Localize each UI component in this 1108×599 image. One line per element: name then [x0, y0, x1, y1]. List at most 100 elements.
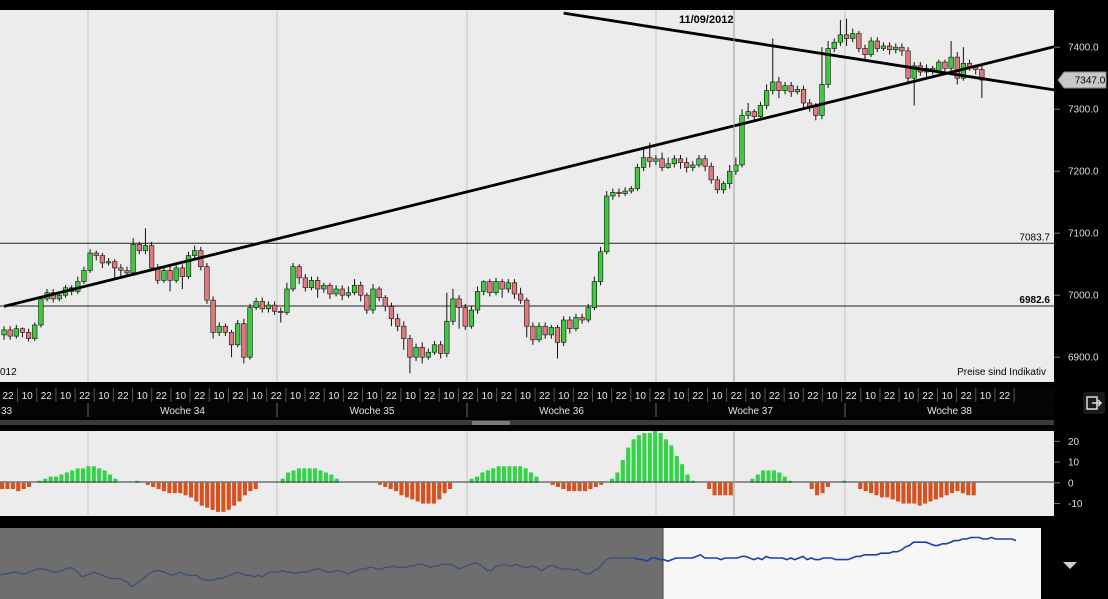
- oscillator-bar: [966, 482, 971, 496]
- hour-tick-label: 10: [367, 391, 379, 402]
- candle: [364, 292, 370, 314]
- oscillator-bar: [939, 482, 944, 498]
- hour-tick-label: 10: [405, 391, 417, 402]
- oscillator-bar: [210, 482, 215, 510]
- oscillator-bar: [383, 482, 388, 487]
- candle: [456, 295, 462, 329]
- oscillator-bar: [183, 482, 188, 496]
- navigator-visible-window[interactable]: [663, 528, 1041, 599]
- oscillator-bar: [647, 433, 652, 483]
- candle: [185, 251, 192, 280]
- candle: [401, 321, 407, 350]
- oscillator-bar: [933, 482, 938, 500]
- week-label: 33: [1, 406, 13, 417]
- panel-splitter[interactable]: [0, 420, 1054, 425]
- candle: [228, 329, 235, 358]
- oscillator-bar: [226, 482, 231, 510]
- candle: [899, 43, 905, 56]
- candle: [942, 59, 948, 72]
- candle: [665, 157, 671, 169]
- candle: [954, 52, 960, 85]
- hour-tick-label: 10: [903, 391, 915, 402]
- oscillator-bar: [631, 439, 636, 483]
- hour-tick-label: 22: [922, 391, 934, 402]
- oscillator-bar: [896, 482, 901, 502]
- oscillator-bar: [712, 482, 717, 496]
- hour-tick-label: 22: [79, 391, 91, 402]
- candle: [25, 328, 32, 342]
- oscillator-bar: [237, 482, 242, 502]
- candle: [782, 81, 788, 95]
- week-label: Woche 35: [350, 406, 395, 417]
- oscillator-bar: [421, 482, 426, 504]
- crosshair-date-label: 11/09/2012: [679, 14, 733, 26]
- oscillator-bar: [766, 470, 771, 483]
- oscillator-bar: [858, 482, 863, 490]
- oscillator-bar: [178, 482, 183, 494]
- price-tick-label: 7100.0: [1068, 229, 1099, 240]
- oscillator-bar: [86, 466, 91, 483]
- candle: [684, 157, 690, 173]
- candle: [271, 301, 278, 316]
- hour-tick-label: 10: [328, 391, 340, 402]
- oscillator-bar: [313, 468, 318, 483]
- candle: [880, 42, 887, 51]
- hour-tick-label: 10: [980, 391, 992, 402]
- candle: [259, 297, 265, 313]
- navigator[interactable]: [0, 528, 1041, 599]
- oscillator-bar: [280, 478, 285, 483]
- oscillator-tick-label: 10: [1068, 458, 1080, 469]
- candle: [579, 313, 585, 324]
- hour-tick-label: 22: [156, 391, 168, 402]
- candle: [671, 155, 677, 168]
- oscillator-bar: [723, 482, 728, 496]
- navigator-line-visible: [634, 536, 1017, 563]
- left-period-label: 012: [0, 367, 17, 378]
- oscillator-bar: [653, 431, 658, 483]
- candle: [235, 320, 241, 348]
- oscillator-bar: [318, 470, 323, 483]
- candle: [597, 246, 604, 286]
- candle: [358, 281, 364, 302]
- oscillator-bar: [194, 482, 199, 502]
- trendlines[interactable]: [3, 11, 1055, 308]
- candle: [788, 81, 794, 97]
- oscillator-bar: [286, 472, 291, 483]
- candle: [831, 38, 837, 53]
- reference-line-label: 7083.7: [1019, 232, 1050, 243]
- hour-tick-label: 10: [175, 391, 187, 402]
- oscillator-bar: [809, 482, 814, 490]
- candle: [708, 162, 714, 184]
- hour-tick-label: 22: [386, 391, 398, 402]
- candle: [850, 28, 856, 43]
- oscillator-bar: [599, 482, 604, 485]
- trendline[interactable]: [563, 11, 1055, 92]
- candle: [321, 282, 327, 293]
- oscillator-bar: [53, 476, 59, 483]
- oscillator-bar: [302, 468, 307, 483]
- oscillator-bar: [80, 468, 86, 483]
- oscillator-bar: [221, 482, 226, 512]
- hour-tick-label: 22: [884, 391, 896, 402]
- oscillator-bar: [917, 482, 922, 506]
- candle: [800, 85, 807, 108]
- export-icon[interactable]: [1083, 392, 1105, 414]
- chevron-down-icon[interactable]: [1058, 556, 1082, 576]
- oscillator-bar: [307, 468, 312, 483]
- oscillator-bar: [550, 482, 555, 485]
- oscillator-bar: [426, 482, 431, 504]
- oscillator-bar: [782, 476, 787, 483]
- candle: [640, 148, 647, 172]
- price-chart: 7083.7 6982.6 11/09/2012 012 Preise sind …: [0, 10, 1107, 382]
- candle: [548, 324, 554, 339]
- oscillator-bar: [507, 466, 512, 483]
- candle: [573, 313, 579, 332]
- candle: [13, 324, 19, 339]
- candle: [776, 76, 782, 99]
- candle: [1, 326, 7, 340]
- trendline[interactable]: [3, 45, 1055, 308]
- hour-tick-label: 10: [750, 391, 762, 402]
- hour-tick-label: 10: [520, 391, 532, 402]
- candle: [739, 109, 745, 168]
- oscillator-bar: [10, 482, 15, 490]
